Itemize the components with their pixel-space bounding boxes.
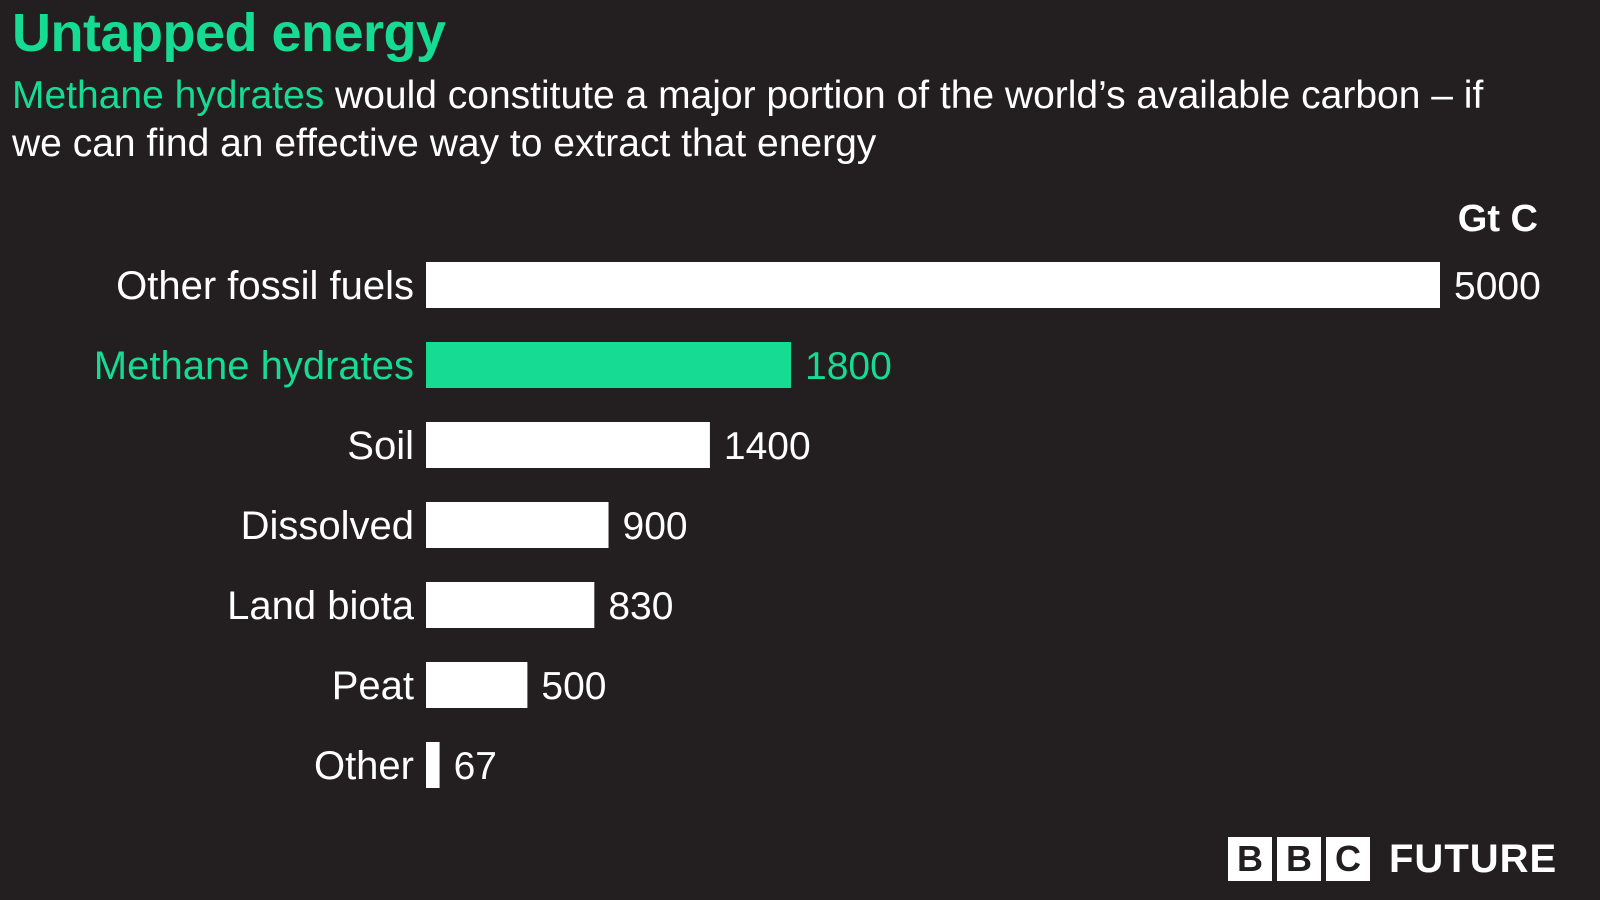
category-label-soil: Soil <box>347 424 414 468</box>
category-label-dissolved: Dissolved <box>241 504 414 548</box>
chart-title: Untapped energy <box>12 3 446 63</box>
bar-peat <box>426 662 528 708</box>
value-label-dissolved: 900 <box>623 505 688 548</box>
category-label-other: Other <box>314 744 414 788</box>
value-label-other: 67 <box>454 745 497 788</box>
bar-land-biota <box>426 582 595 628</box>
chart-subtitle: Methane hydrates would constitute a majo… <box>12 72 1492 168</box>
bar-dissolved <box>426 502 609 548</box>
value-label-methane-hydrates: 1800 <box>805 345 892 388</box>
bar-other-fossil-fuels <box>426 262 1440 308</box>
bar-methane-hydrates <box>426 342 792 388</box>
category-label-land-biota: Land biota <box>227 584 415 628</box>
category-label-other-fossil-fuels: Other fossil fuels <box>116 264 414 308</box>
bar-soil <box>426 422 710 468</box>
subtitle-text: would constitute a major portion of the … <box>12 74 1484 165</box>
category-label-methane-hydrates: Methane hydrates <box>94 344 414 388</box>
bar-other <box>426 742 440 788</box>
logo-box-1: B <box>1228 837 1272 881</box>
logo-word: FUTURE <box>1389 836 1558 881</box>
value-label-peat: 500 <box>541 665 606 708</box>
value-label-soil: 1400 <box>724 425 811 468</box>
logo-box-3: C <box>1326 837 1370 881</box>
unit-label: Gt C <box>1457 198 1538 240</box>
category-label-peat: Peat <box>332 664 414 708</box>
value-label-other-fossil-fuels: 5000 <box>1454 265 1541 308</box>
subtitle-highlight: Methane hydrates <box>12 74 325 117</box>
logo-box-2: B <box>1277 837 1321 881</box>
value-label-land-biota: 830 <box>608 585 673 628</box>
bbc-future-logo: B B C FUTURE <box>1228 836 1557 882</box>
